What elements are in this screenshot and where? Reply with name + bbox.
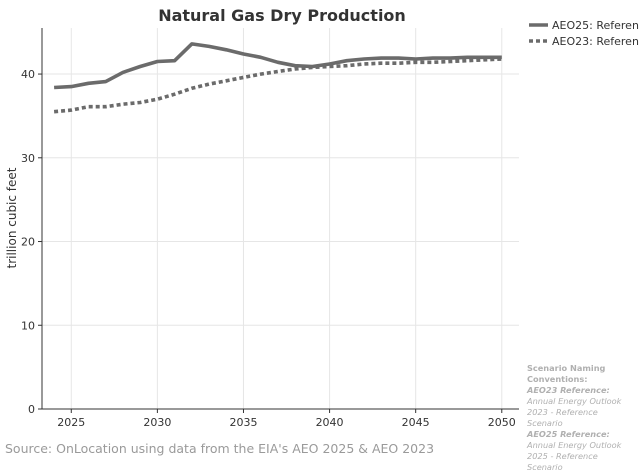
- note-heading: Scenario Naming Conventions:: [527, 363, 606, 384]
- legend-label: AEO25: Reference: [552, 19, 639, 32]
- scenario-note: Scenario Naming Conventions: AEO23 Refer…: [527, 363, 635, 473]
- source-caption: Source: OnLocation using data from the E…: [5, 441, 435, 456]
- x-tick-label: 2030: [143, 416, 171, 429]
- series-lines: [53, 42, 502, 114]
- x-tick-label: 2040: [316, 416, 344, 429]
- grid: [42, 28, 519, 409]
- series-line-aeo23: [53, 57, 502, 114]
- x-tick-label: 2025: [57, 416, 85, 429]
- y-tick-label: 40: [21, 68, 35, 81]
- legend: AEO25: Reference AEO23: Reference: [529, 19, 639, 48]
- x-tick-label: 2045: [402, 416, 430, 429]
- x-tick-label: 2050: [488, 416, 516, 429]
- legend-label: AEO23: Reference: [552, 35, 639, 48]
- chart-title: Natural Gas Dry Production: [158, 6, 406, 25]
- y-tick-label: 10: [21, 319, 35, 332]
- y-tick-label: 0: [28, 403, 35, 416]
- y-tick-label: 30: [21, 152, 35, 165]
- chart: Natural Gas Dry Production 0102030402025…: [5, 6, 639, 429]
- note-aeo23-desc: Annual Energy Outlook 2023 - Reference S…: [527, 396, 622, 428]
- note-aeo25-desc: Annual Energy Outlook 2025 - Reference S…: [527, 440, 622, 472]
- y-axis-label: trillion cubic feet: [5, 167, 19, 268]
- x-tick-label: 2035: [229, 416, 257, 429]
- y-tick-label: 20: [21, 236, 35, 249]
- note-aeo23-key: AEO23 Reference:: [527, 385, 610, 395]
- note-aeo25-key: AEO25 Reference:: [527, 429, 610, 439]
- series-line-aeo25: [54, 42, 502, 90]
- axes: [38, 28, 519, 413]
